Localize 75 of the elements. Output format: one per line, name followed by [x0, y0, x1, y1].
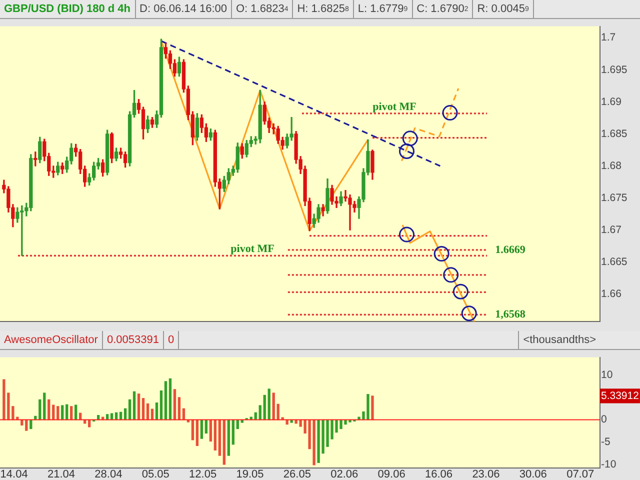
bar	[173, 389, 176, 420]
point	[402, 130, 418, 146]
bar	[56, 406, 60, 420]
bar	[52, 404, 55, 420]
x-tick-label: 16.06	[425, 468, 453, 480]
x-tick-label: 26.05	[283, 468, 311, 480]
bar	[137, 394, 140, 420]
x-tick-label: 05.05	[142, 468, 170, 480]
bar	[61, 405, 64, 420]
x-tick-label: 28.04	[94, 468, 122, 480]
bar	[155, 402, 158, 420]
y-tick-label: 5.33912	[601, 390, 640, 402]
text: 0	[164, 331, 180, 349]
bar	[48, 399, 50, 420]
y-tick-label: 10	[601, 369, 613, 382]
bar	[70, 406, 73, 420]
y-tick-label: 1.685	[601, 128, 628, 140]
chart-title: GBP/USD (BID) 180 d 4h	[0, 0, 136, 18]
bar	[371, 396, 374, 420]
bar	[74, 404, 78, 420]
x-tick-label: 07.07	[566, 468, 594, 480]
bar	[263, 394, 266, 420]
y-tick-label: 1.665	[601, 256, 628, 268]
text: <thousandths>	[518, 331, 600, 349]
bar	[146, 403, 150, 420]
bar	[218, 419, 221, 456]
point	[443, 267, 459, 283]
bar	[222, 419, 226, 465]
y-tick-label: -5	[601, 436, 610, 448]
point	[434, 246, 450, 262]
bar	[258, 405, 262, 420]
bar	[168, 378, 172, 420]
bar	[150, 408, 154, 420]
bar	[142, 398, 145, 420]
x-tick-label: 02.06	[330, 468, 358, 480]
chart-title: AwesomeOscillator	[0, 331, 103, 349]
bar	[160, 390, 163, 420]
x-tick-label: 12.05	[189, 468, 217, 480]
bar	[272, 392, 275, 420]
bar	[43, 392, 46, 420]
series-label: pivot MF	[230, 243, 275, 256]
text: D: 06.06.14 16:00	[136, 0, 232, 18]
series-label: pivot MF	[372, 100, 417, 113]
bar	[178, 397, 181, 420]
bar	[196, 419, 199, 446]
bar	[214, 419, 216, 450]
y-tick-label: 1.67	[601, 224, 622, 236]
y-tick-label: 1.675	[601, 192, 628, 204]
y-tick-label: 0	[601, 414, 607, 426]
y-tick-label: 1.69	[601, 96, 622, 108]
x-tick-label: 21.04	[47, 468, 75, 480]
x-tick-label: 09.06	[378, 468, 406, 480]
y-tick-label: -10	[601, 458, 616, 470]
annotation: 1,6568	[495, 308, 526, 320]
bar	[128, 399, 132, 420]
bar	[200, 419, 204, 439]
x-tick-label: 14.04	[0, 468, 28, 480]
bar	[276, 404, 280, 420]
text: 0.0053391	[102, 331, 164, 349]
bar	[232, 419, 234, 445]
annotation: 1.6669	[495, 244, 526, 256]
point	[452, 284, 468, 300]
bar	[38, 399, 42, 420]
bar	[268, 388, 270, 420]
y-tick-label: 1.7	[601, 32, 616, 44]
bar	[227, 419, 230, 456]
x-tick-label: 23.06	[472, 468, 500, 480]
bar	[132, 391, 136, 420]
x-tick-label: 19.05	[236, 468, 264, 480]
y-tick-label: 1.695	[601, 64, 628, 76]
y-tick-label: 1.66	[601, 288, 622, 300]
y-tick-label: 1.68	[601, 160, 622, 172]
x-tick-label: 30.06	[519, 468, 547, 480]
point	[461, 306, 477, 322]
bar	[164, 381, 168, 420]
